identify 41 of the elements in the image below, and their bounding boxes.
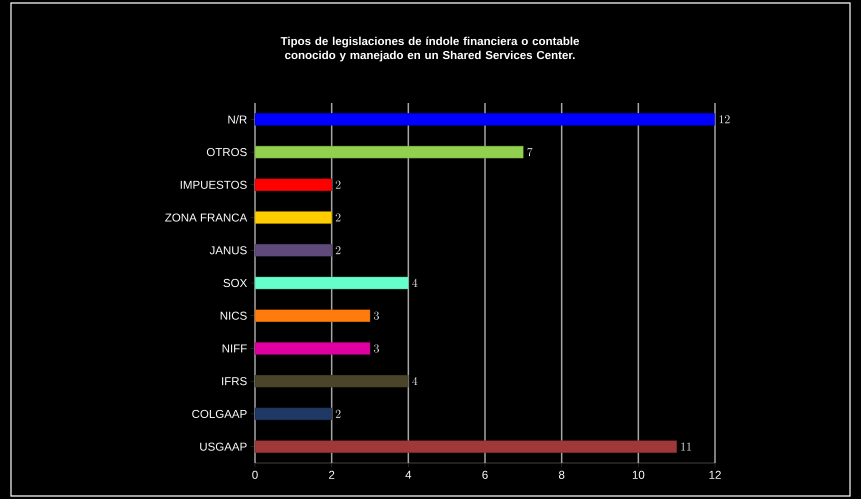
x-tick-label: 10 <box>632 470 644 479</box>
bar <box>254 244 332 256</box>
data-label: 2 <box>336 180 340 189</box>
data-label: 3 <box>374 312 379 320</box>
bar <box>254 310 370 322</box>
x-tick-label: 0 <box>252 470 258 479</box>
bar <box>254 211 332 224</box>
bar <box>254 374 409 388</box>
data-label: 11 <box>681 442 691 450</box>
data-label: 7 <box>528 148 533 156</box>
y-tick-label: NIFF <box>222 344 247 352</box>
y-tick-label: COLGAAP <box>192 410 247 418</box>
bar <box>254 408 332 420</box>
y-tick-label: NICS <box>220 312 247 320</box>
y-tick-label: OTROS <box>206 148 247 156</box>
bar <box>254 178 332 192</box>
bar <box>254 276 409 290</box>
x-tick-label: 8 <box>558 470 564 479</box>
bar <box>254 342 370 355</box>
data-label: 2 <box>336 246 340 254</box>
y-tick-label: USGAAP <box>200 442 247 451</box>
x-tick-label: 2 <box>329 470 334 479</box>
x-tick-label: 6 <box>482 470 488 479</box>
y-tick-label: ZONA FRANCA <box>165 213 248 222</box>
bar <box>254 113 716 126</box>
x-tick-label: 12 <box>709 470 721 479</box>
bar <box>254 440 677 453</box>
data-label: 4 <box>412 376 418 386</box>
x-tick-label: 4 <box>405 470 412 479</box>
data-label: 2 <box>336 410 340 418</box>
y-tick-label: N/R <box>228 115 247 124</box>
data-label: 3 <box>374 344 379 353</box>
bar <box>254 146 524 158</box>
y-tick-label: JANUS <box>210 246 247 254</box>
y-tick-label: IMPUESTOS <box>180 180 247 189</box>
y-tick-label: SOX <box>223 278 247 288</box>
data-label: 12 <box>720 115 730 124</box>
data-label: 4 <box>412 278 418 287</box>
data-label: 2 <box>336 213 340 222</box>
y-tick-label: IFRS <box>222 377 247 386</box>
chart-title: Tipos de legislaciones de índole financiera o contable conocido y manejado en un Shared Services Center. <box>280 36 580 62</box>
